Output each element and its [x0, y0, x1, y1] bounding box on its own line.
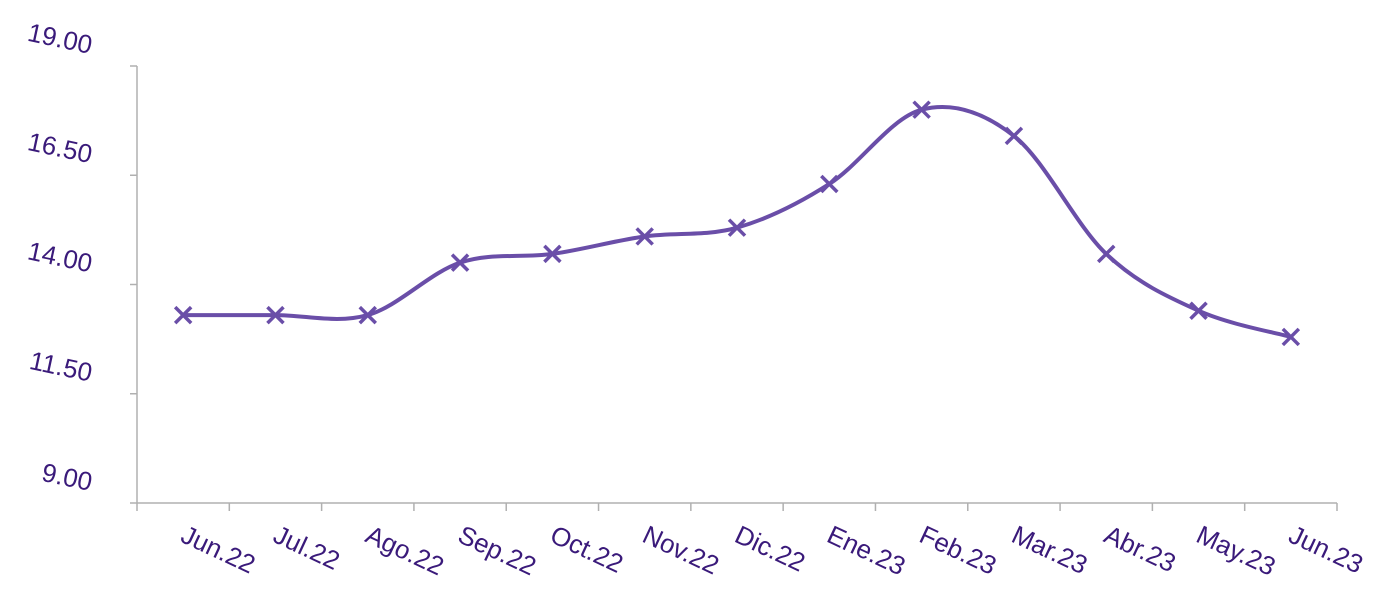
x-tick-label: Feb.23: [915, 519, 1001, 580]
x-tick-label: Oct.22: [546, 519, 628, 579]
marker: [820, 174, 839, 194]
x-tick-label: Jun.22: [177, 519, 260, 579]
x-tick-label: Ago.22: [361, 519, 448, 581]
marker: [1281, 327, 1301, 347]
marker: [1004, 126, 1024, 146]
marker: [173, 305, 193, 325]
y-tick-label: 16.50: [25, 126, 95, 169]
marker: [1096, 244, 1116, 264]
x-tick-label: Abr.23: [1100, 519, 1181, 578]
marker: [266, 305, 285, 325]
marker: [1189, 301, 1208, 320]
x-tick-label: Nov.22: [638, 519, 724, 580]
line: [183, 105, 1292, 339]
y-tick-label: 14.00: [25, 235, 95, 278]
marker: [635, 227, 654, 246]
marker: [912, 100, 931, 119]
x-tick-label: Sep.22: [454, 519, 541, 581]
x-tick-label: Jun.23: [1284, 519, 1367, 579]
marker: [727, 218, 747, 237]
x-tick-label: Ene.23: [823, 519, 910, 581]
y-tick-label: 9.00: [39, 457, 95, 497]
y-tick-label: 19.00: [25, 17, 95, 60]
x-tick-label: Dic.22: [730, 519, 809, 577]
y-tick-label: 11.50: [27, 345, 95, 387]
x-tick-label: Jul.22: [269, 519, 345, 576]
marker: [358, 305, 378, 325]
marker: [543, 244, 562, 264]
marker: [450, 253, 470, 272]
x-tick-label: Mar.23: [1007, 519, 1092, 580]
x-tick-label: May.23: [1192, 519, 1280, 581]
